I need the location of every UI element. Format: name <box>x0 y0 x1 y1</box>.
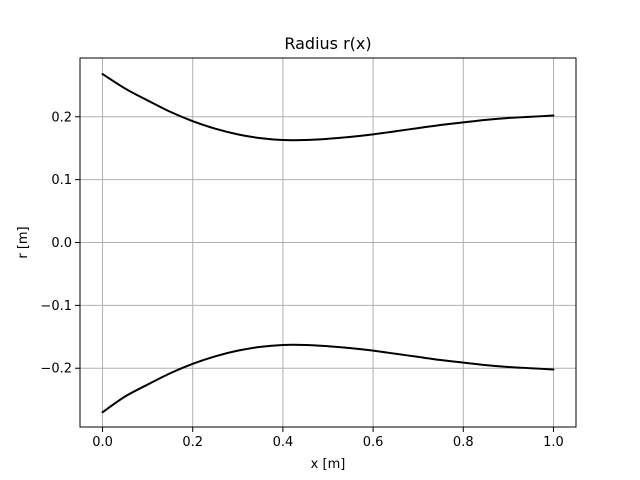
grid <box>80 58 576 427</box>
x-tick-label: 0.6 <box>363 435 384 450</box>
y-tick-label: 0.0 <box>51 236 72 251</box>
x-tick-label: 0.4 <box>273 435 294 450</box>
lower-radius-line <box>101 343 555 414</box>
y-axis-label: r [m] <box>16 226 31 258</box>
x-axis-label: x [m] <box>311 457 346 472</box>
series-layer <box>101 73 555 414</box>
x-tick-label: 0.8 <box>453 435 474 450</box>
y-tick-label: 0.1 <box>51 173 72 188</box>
upper-radius-line <box>101 73 555 142</box>
x-tick-label: 0.2 <box>182 435 203 450</box>
y-tick-label: −0.1 <box>40 299 72 314</box>
ticks: 0.0 0.2 0.4 0.6 0.8 1.0 −0.2 −0.1 0.0 0.1 0.2 <box>40 110 563 450</box>
y-tick-label: 0.2 <box>51 110 72 125</box>
x-tick-label: 1.0 <box>543 435 564 450</box>
chart-title: Radius r(x) <box>284 34 371 53</box>
y-tick-label: −0.2 <box>40 362 72 377</box>
x-tick-label: 0.0 <box>92 435 113 450</box>
